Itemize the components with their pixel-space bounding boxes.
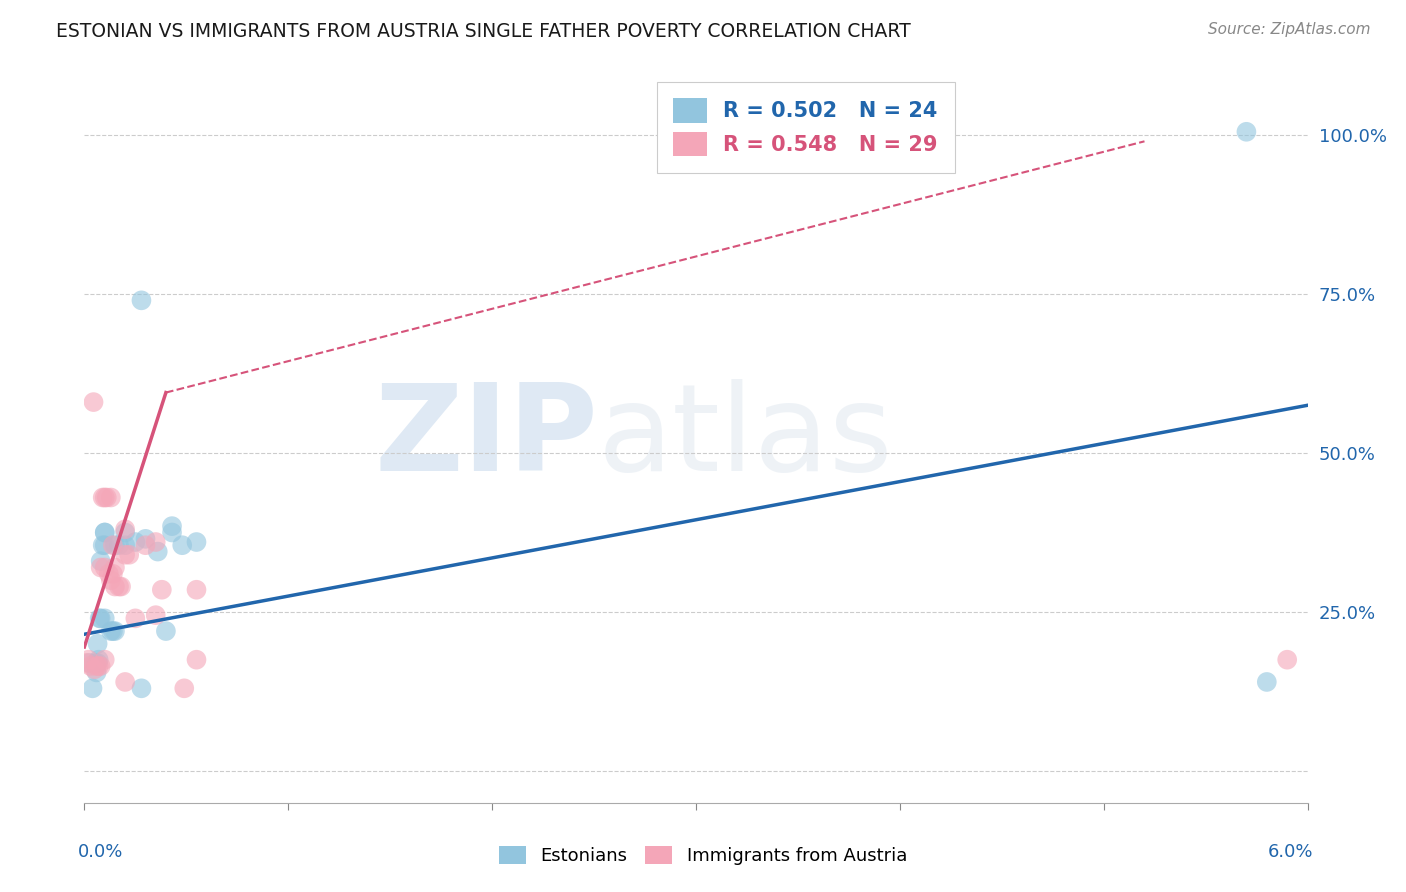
Point — [1277, 653, 1299, 667]
Point — [100, 491, 122, 505]
Point — [86, 637, 108, 651]
Point — [86, 665, 108, 680]
Point — [110, 580, 132, 594]
Point — [186, 535, 208, 549]
Point — [108, 580, 131, 594]
Point — [90, 659, 112, 673]
Point — [93, 560, 117, 574]
Point — [114, 675, 136, 690]
Point — [100, 573, 122, 587]
Text: 6.0%: 6.0% — [1268, 843, 1313, 861]
Point — [97, 566, 120, 581]
Point — [131, 293, 153, 308]
Point — [1256, 675, 1278, 690]
Point — [114, 538, 136, 552]
Point — [145, 535, 167, 549]
Point — [75, 656, 97, 670]
Point — [86, 659, 108, 673]
Legend: Estonians, Immigrants from Austria: Estonians, Immigrants from Austria — [489, 837, 917, 874]
Text: ZIP: ZIP — [374, 378, 598, 496]
Legend: R = 0.502   N = 24, R = 0.548   N = 29: R = 0.502 N = 24, R = 0.548 N = 29 — [657, 82, 955, 173]
Point — [82, 681, 104, 696]
Point — [114, 525, 136, 540]
Point — [93, 611, 117, 625]
Point — [104, 624, 127, 638]
Point — [101, 566, 124, 581]
Point — [101, 624, 124, 638]
Point — [83, 395, 105, 409]
Point — [90, 554, 112, 568]
Text: 0.0%: 0.0% — [79, 843, 124, 861]
Point — [104, 580, 127, 594]
Point — [87, 653, 110, 667]
Point — [91, 538, 114, 552]
Point — [87, 659, 110, 673]
Point — [114, 548, 136, 562]
Point — [101, 538, 124, 552]
Point — [104, 560, 127, 574]
Point — [186, 653, 208, 667]
Point — [131, 681, 153, 696]
Point — [155, 624, 177, 638]
Point — [118, 548, 141, 562]
Point — [114, 522, 136, 536]
Point — [86, 656, 108, 670]
Point — [93, 525, 117, 540]
Point — [79, 656, 101, 670]
Point — [90, 611, 112, 625]
Point — [100, 624, 122, 638]
Point — [150, 582, 173, 597]
Point — [93, 538, 117, 552]
Point — [93, 653, 117, 667]
Point — [77, 653, 100, 667]
Point — [160, 519, 183, 533]
Point — [90, 560, 112, 574]
Point — [145, 608, 167, 623]
Point — [135, 538, 157, 552]
Point — [186, 582, 208, 597]
Point — [96, 491, 118, 505]
Point — [160, 525, 183, 540]
Text: Source: ZipAtlas.com: Source: ZipAtlas.com — [1208, 22, 1371, 37]
Point — [124, 611, 146, 625]
Point — [89, 611, 111, 625]
Point — [91, 491, 114, 505]
Point — [124, 535, 146, 549]
Point — [172, 538, 194, 552]
Point — [79, 659, 101, 673]
Point — [1236, 125, 1258, 139]
Point — [93, 491, 117, 505]
Point — [83, 662, 105, 676]
Point — [104, 538, 127, 552]
Point — [84, 656, 107, 670]
Point — [135, 532, 157, 546]
Point — [93, 525, 117, 540]
Point — [173, 681, 195, 696]
Point — [108, 538, 131, 552]
Text: ESTONIAN VS IMMIGRANTS FROM AUSTRIA SINGLE FATHER POVERTY CORRELATION CHART: ESTONIAN VS IMMIGRANTS FROM AUSTRIA SING… — [56, 22, 911, 41]
Text: atlas: atlas — [598, 378, 894, 496]
Point — [146, 544, 169, 558]
